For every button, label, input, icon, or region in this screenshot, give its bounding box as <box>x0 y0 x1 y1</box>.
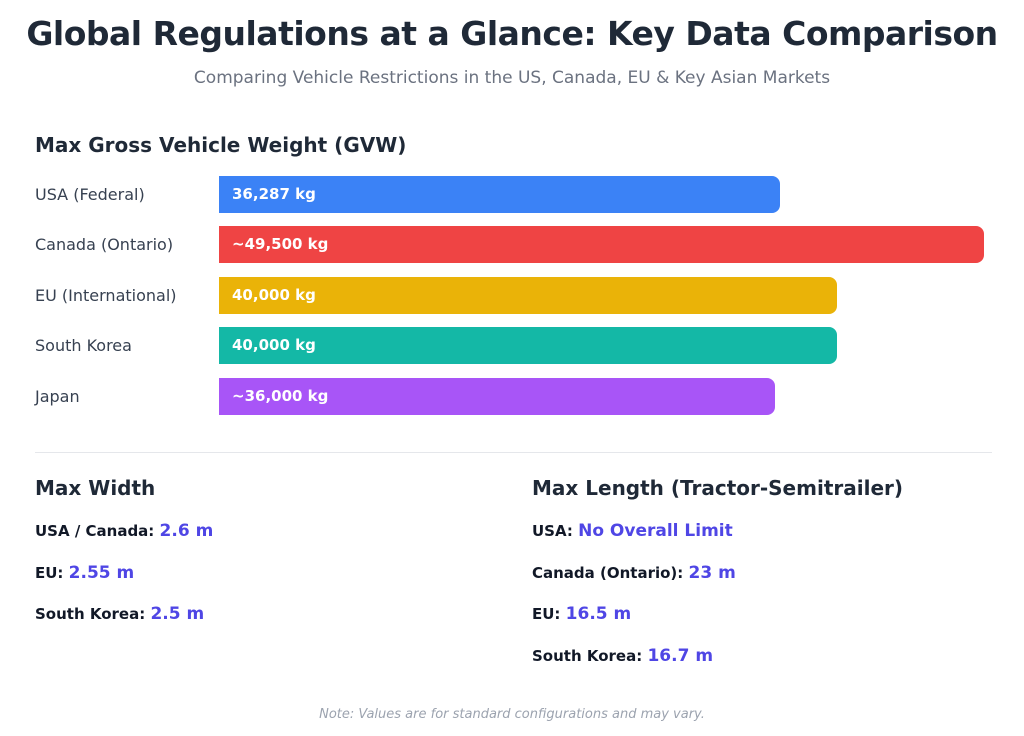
category-label: South Korea <box>35 336 132 355</box>
value-label: 40,000 kg <box>232 286 316 304</box>
width-item-label: South Korea: <box>35 605 146 623</box>
category-label: Canada (Ontario) <box>35 235 174 254</box>
value-label: 36,287 kg <box>232 185 316 203</box>
length-item-label: USA: <box>532 522 573 540</box>
category-label: Japan <box>35 387 80 406</box>
length-item-label: Canada (Ontario): <box>532 564 684 582</box>
width-item: EU: 2.55 m <box>35 563 134 583</box>
footnote: Note: Values are for standard configurat… <box>319 707 705 722</box>
max-width-title: Max Width <box>35 476 156 500</box>
bar-usa <box>219 176 780 213</box>
width-item-value: 2.55 m <box>68 563 135 583</box>
bar-canada <box>219 226 984 263</box>
length-item-value: 16.7 m <box>647 646 714 666</box>
length-item: South Korea: 16.7 m <box>532 646 713 666</box>
page-subtitle: Comparing Vehicle Restrictions in the US… <box>193 68 831 88</box>
length-item: Canada (Ontario): 23 m <box>532 563 736 583</box>
length-item-value: No Overall Limit <box>578 521 733 541</box>
gvw-chart-title: Max Gross Vehicle Weight (GVW) <box>35 133 407 157</box>
category-label: EU (International) <box>35 286 177 305</box>
value-label: ~49,500 kg <box>232 235 329 253</box>
category-label: USA (Federal) <box>35 185 145 204</box>
width-item: South Korea: 2.5 m <box>35 604 204 624</box>
gvw-row-eu: EU (International) 40,000 kg <box>0 277 1024 315</box>
value-label: ~36,000 kg <box>232 387 329 405</box>
gvw-row-south-korea: South Korea 40,000 kg <box>0 327 1024 365</box>
gvw-row-usa: USA (Federal) 36,287 kg <box>0 176 1024 214</box>
gvw-row-canada: Canada (Ontario) ~49,500 kg <box>0 226 1024 264</box>
value-label: 40,000 kg <box>232 336 316 354</box>
length-item-value: 16.5 m <box>565 604 632 624</box>
bar-eu <box>219 277 837 314</box>
length-item-label: EU: <box>532 605 561 623</box>
width-item: USA / Canada: 2.6 m <box>35 521 213 541</box>
length-item: EU: 16.5 m <box>532 604 631 624</box>
bar-japan <box>219 378 775 415</box>
length-item-value: 23 m <box>688 563 736 583</box>
width-item-value: 2.5 m <box>150 604 205 624</box>
length-item-label: South Korea: <box>532 647 643 665</box>
width-item-label: USA / Canada: <box>35 522 155 540</box>
bar-south-korea <box>219 327 837 364</box>
gvw-row-japan: Japan ~36,000 kg <box>0 378 1024 416</box>
width-item-label: EU: <box>35 564 64 582</box>
width-item-value: 2.6 m <box>159 521 214 541</box>
section-divider <box>35 452 992 453</box>
max-length-title: Max Length (Tractor-Semitrailer) <box>532 476 904 500</box>
page-title: Global Regulations at a Glance: Key Data… <box>26 14 998 53</box>
length-item: USA: No Overall Limit <box>532 521 733 541</box>
